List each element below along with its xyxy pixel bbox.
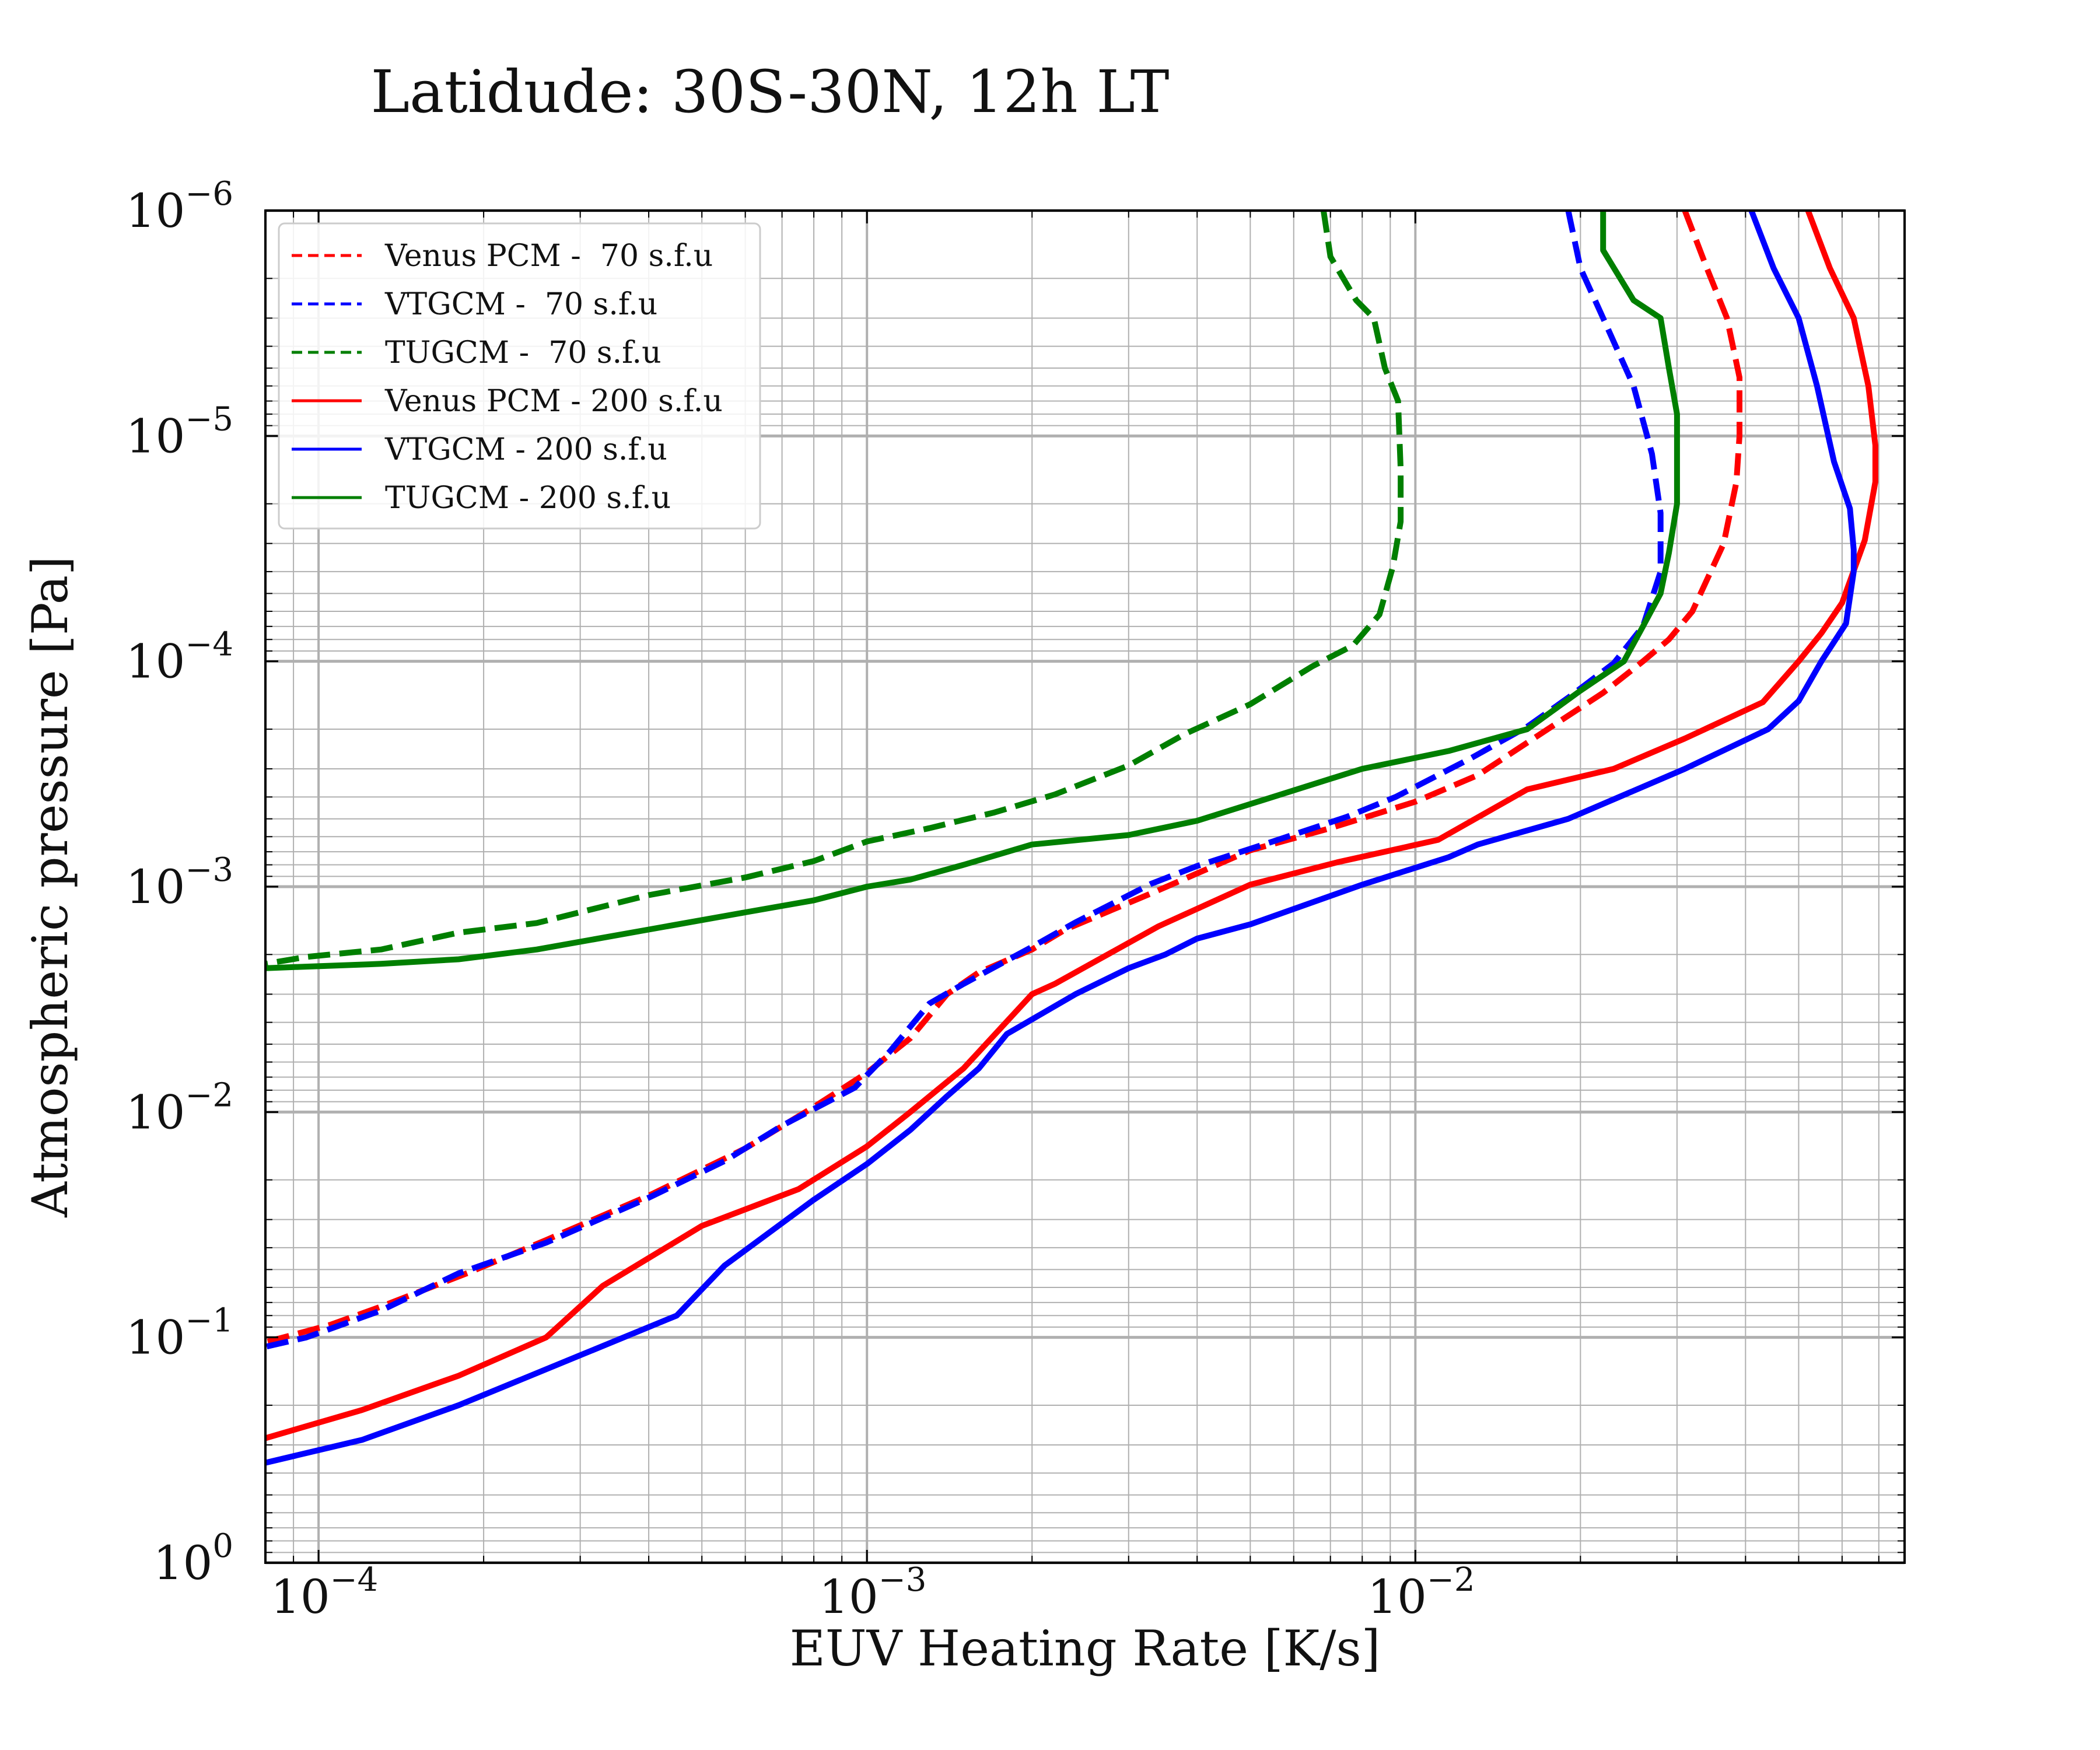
series-line-4: [264, 209, 1878, 1441]
y-tick-labels: 10−6 10−5 10−4 10−3 10−2 10−1 100: [126, 175, 233, 1590]
legend-label-5: VTGCM - 200 s.f.u: [384, 432, 667, 467]
legend-label-3: TUGCM - 70 s.f.u: [385, 335, 662, 370]
axis-ticks: [265, 209, 1905, 1564]
x-tick-label: 10−2: [1367, 1561, 1475, 1624]
legend-box: [278, 222, 761, 530]
series-layer: [264, 209, 1878, 1466]
legend-label-1: Venus PCM - 70 s.f.u: [384, 239, 713, 274]
series-line-2: [264, 209, 1664, 1350]
y-tick-label: 10−6: [126, 175, 233, 238]
y-tick-label: 10−2: [126, 1076, 233, 1139]
y-tick-label: 10−3: [126, 851, 233, 914]
y-tick-label: 100: [153, 1527, 233, 1590]
y-axis-label: Atmospheric pressure [Pa]: [22, 556, 79, 1218]
legend-label-2: VTGCM - 70 s.f.u: [384, 287, 657, 322]
chart-title: Latidude: 30S-30N, 12h LT: [371, 58, 1170, 126]
x-tick-labels: 10−4 10−3 10−2: [271, 1561, 1475, 1624]
series-line-3: [265, 210, 1404, 967]
y-tick-label: 10−5: [126, 400, 233, 463]
x-axis-label: EUV Heating Rate [K/s]: [790, 1620, 1381, 1677]
legend-label-4: Venus PCM - 200 s.f.u: [384, 384, 723, 419]
legend: Venus PCM - 70 s.f.u VTGCM - 70 s.f.u TUGC…: [278, 222, 761, 530]
x-tick-label: 10−4: [271, 1561, 378, 1624]
y-tick-label: 10−4: [126, 626, 233, 689]
legend-label-6: TUGCM - 200 s.f.u: [385, 481, 671, 516]
series-line-6: [265, 211, 1680, 971]
series-line-5: [264, 209, 1857, 1466]
y-tick-label: 10−1: [126, 1302, 233, 1365]
x-tick-label: 10−3: [819, 1561, 926, 1624]
